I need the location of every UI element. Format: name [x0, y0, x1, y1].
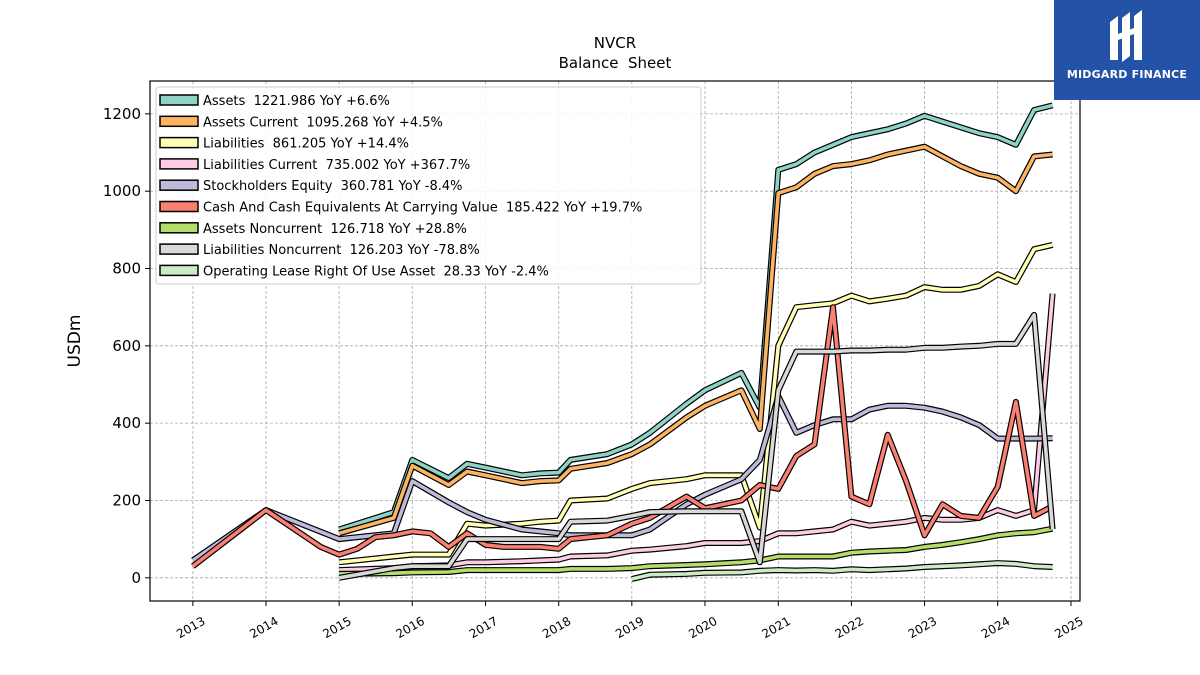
legend-entry: Operating Lease Right Of Use Asset 28.33… [203, 264, 549, 279]
x-tick-label: 2021 [760, 614, 793, 641]
legend-entry: Assets Current 1095.268 YoY +4.5% [203, 115, 443, 130]
legend-entry: Assets 1221.986 YoY +6.6% [203, 94, 390, 109]
series-outline-2 [338, 241, 1054, 566]
x-tick-label: 2024 [979, 614, 1012, 641]
series-line-7 [338, 313, 1055, 580]
series-outline-3 [338, 293, 1056, 574]
x-tick-label: 2018 [540, 614, 573, 641]
series-line-8 [631, 561, 1053, 581]
legend-entry: Stockholders Equity 360.781 YoY -8.4% [203, 179, 463, 194]
legend-entry: Liabilities Noncurrent 126.203 YoY -78.8… [203, 243, 480, 258]
y-tick-label: 600 [112, 337, 141, 355]
x-tick-label: 2019 [613, 614, 646, 641]
series-line-5 [191, 305, 1054, 568]
x-tick-label: 2013 [174, 614, 207, 641]
legend-swatch [159, 243, 199, 255]
x-tick-label: 2023 [906, 614, 939, 641]
legend-swatch [159, 222, 199, 234]
series-line-1 [338, 144, 1053, 536]
logo-text: MIDGARD FINANCE [1066, 68, 1188, 81]
series-lines [191, 102, 1056, 582]
legend-entry: Liabilities Current 735.002 YoY +367.7% [203, 158, 470, 173]
series-outline-7 [338, 311, 1056, 581]
series-line-4 [191, 394, 1053, 562]
x-tick-label: 2014 [247, 614, 280, 641]
legend-entry: Liabilities 861.205 YoY +14.4% [203, 137, 409, 152]
legend-entry: Cash And Cash Equivalents At Carrying Va… [203, 201, 642, 216]
y-tick-label: 1000 [103, 182, 141, 200]
legend-swatch [159, 200, 199, 213]
y-tick-label: 800 [112, 260, 141, 278]
legend: Assets 1221.986 YoY +6.6% Assets Current … [155, 86, 702, 285]
plot-frame [149, 80, 1081, 602]
legend-entry: Assets Noncurrent 126.718 YoY +28.8% [203, 222, 467, 237]
legend-swatch [159, 136, 199, 149]
series-line-3 [339, 293, 1055, 572]
x-tick-label: 2022 [833, 614, 866, 641]
x-tick-label: 2015 [320, 614, 353, 641]
legend-swatch [159, 94, 199, 106]
midgard-finance-logo: MIDGARD FINANCE [1054, 0, 1200, 100]
legend-box [155, 86, 702, 285]
logo-mark-icon [1110, 10, 1142, 62]
y-tick-label: 1200 [103, 105, 141, 123]
x-tick-label: 2017 [467, 614, 500, 641]
y-tick-label: 0 [131, 569, 141, 587]
x-tick-label: 2025 [1052, 614, 1085, 641]
chart-subtitle: Balance Sheet [559, 54, 672, 72]
x-tick-label: 2016 [394, 614, 427, 641]
legend-swatch [159, 264, 199, 277]
x-tick-label: 2020 [686, 614, 719, 641]
legend-swatch [159, 158, 199, 170]
y-axis-label: USDm [65, 315, 85, 368]
y-tick-label: 400 [112, 414, 141, 432]
legend-swatch [159, 115, 199, 128]
y-tick-label: 200 [112, 491, 141, 509]
chart-title: NVCR [594, 34, 636, 52]
legend-swatch [159, 179, 199, 191]
